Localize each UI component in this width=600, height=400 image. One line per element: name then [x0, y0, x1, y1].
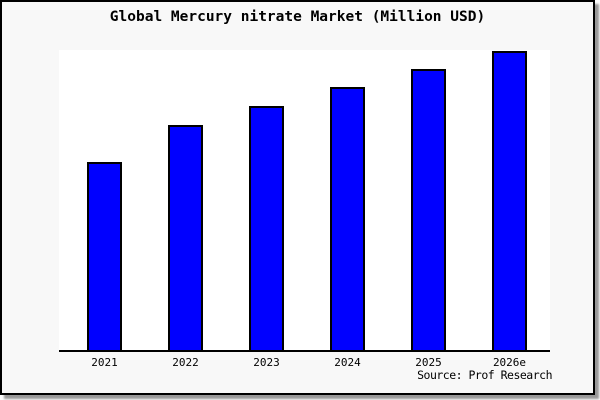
- bar-2022: [168, 125, 203, 350]
- x-tick-label-2025: 2025: [415, 356, 442, 369]
- x-tick-label-2022: 2022: [172, 356, 199, 369]
- chart-frame: Global Mercury nitrate Market (Million U…: [0, 0, 595, 395]
- bar-2025: [411, 69, 446, 350]
- x-tick-label-2024: 2024: [334, 356, 361, 369]
- x-axis-labels: 2021 2022 2023 2024 2025 2026e: [59, 355, 550, 370]
- bar-2021: [87, 162, 122, 350]
- x-tick-label-2021: 2021: [91, 356, 118, 369]
- source-credit: Source: Prof Research: [417, 368, 552, 382]
- bar-2026e: [492, 51, 527, 350]
- chart-title: Global Mercury nitrate Market (Million U…: [109, 9, 486, 25]
- plot-area: [59, 50, 550, 352]
- bar-2023: [249, 106, 284, 350]
- bar-2024: [330, 87, 365, 350]
- x-tick-label-2023: 2023: [253, 356, 280, 369]
- x-tick-label-2026e: 2026e: [492, 356, 527, 369]
